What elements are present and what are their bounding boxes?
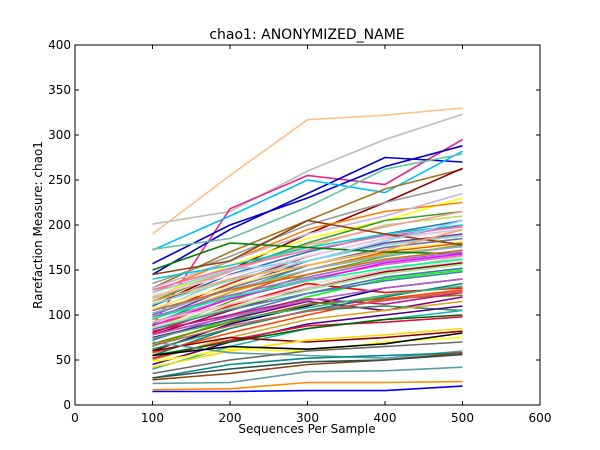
series-line bbox=[152, 167, 463, 307]
y-tick-label: 100 bbox=[48, 308, 71, 322]
y-tick-label: 250 bbox=[48, 173, 71, 187]
x-axis-label: Sequences Per Sample bbox=[238, 422, 375, 436]
x-tick-label: 500 bbox=[451, 411, 474, 425]
series-line bbox=[152, 251, 463, 318]
x-tick-label: 200 bbox=[219, 411, 242, 425]
series-line bbox=[152, 242, 463, 271]
series-line bbox=[152, 240, 463, 309]
x-axis-ticks: 0 100 200 300 400 500 600 bbox=[71, 45, 551, 425]
series-line bbox=[152, 271, 463, 331]
series-line bbox=[152, 258, 463, 320]
series-line bbox=[152, 228, 463, 312]
series-line bbox=[152, 352, 463, 379]
x-tick-label: 300 bbox=[296, 411, 319, 425]
series-line bbox=[152, 269, 463, 348]
y-tick-label: 50 bbox=[56, 353, 71, 367]
series-line bbox=[152, 254, 463, 323]
x-tick-label: 100 bbox=[141, 411, 164, 425]
chart-title: chao1: ANONYMIZED_NAME bbox=[209, 27, 404, 43]
series-line bbox=[152, 229, 463, 296]
x-tick-label: 600 bbox=[529, 411, 552, 425]
series-line bbox=[152, 385, 463, 393]
series-line bbox=[152, 107, 463, 235]
y-axis-label: Rarefaction Measure: chao1 bbox=[31, 141, 45, 309]
series-line bbox=[152, 314, 463, 357]
series-line bbox=[152, 219, 463, 276]
series-lines bbox=[151, 107, 463, 393]
series-line bbox=[152, 300, 463, 361]
series-line bbox=[152, 289, 463, 354]
series-line bbox=[152, 113, 463, 225]
series-line bbox=[152, 332, 463, 357]
y-tick-label: 350 bbox=[48, 83, 71, 97]
series-line bbox=[152, 353, 463, 379]
y-tick-label: 400 bbox=[48, 38, 71, 52]
series-line bbox=[152, 219, 463, 307]
y-tick-label: 200 bbox=[48, 218, 71, 232]
series-line bbox=[152, 150, 463, 251]
series-line bbox=[152, 296, 463, 339]
x-tick-label: 0 bbox=[71, 411, 79, 425]
y-tick-label: 150 bbox=[48, 263, 71, 277]
series-line bbox=[152, 210, 463, 300]
y-tick-label: 0 bbox=[63, 398, 71, 412]
series-line bbox=[152, 226, 463, 291]
series-line bbox=[152, 380, 463, 391]
series-line bbox=[152, 260, 463, 329]
series-line bbox=[152, 153, 463, 251]
series-line bbox=[152, 341, 463, 375]
series-line bbox=[152, 263, 463, 330]
series-line bbox=[152, 285, 463, 340]
series-line bbox=[152, 249, 463, 312]
series-line bbox=[152, 330, 463, 352]
series-line bbox=[152, 290, 463, 347]
series-line bbox=[152, 228, 463, 303]
series-line bbox=[152, 145, 463, 265]
series-line bbox=[152, 291, 463, 332]
series-line bbox=[152, 327, 463, 368]
y-axis-ticks: 0 50 100 150 200 250 300 350 400 bbox=[48, 38, 540, 412]
x-tick-label: 400 bbox=[374, 411, 397, 425]
y-tick-label: 300 bbox=[48, 128, 71, 142]
series-line bbox=[152, 278, 463, 336]
series-line bbox=[151, 138, 463, 327]
series-line bbox=[152, 219, 463, 294]
series-line bbox=[152, 366, 463, 385]
